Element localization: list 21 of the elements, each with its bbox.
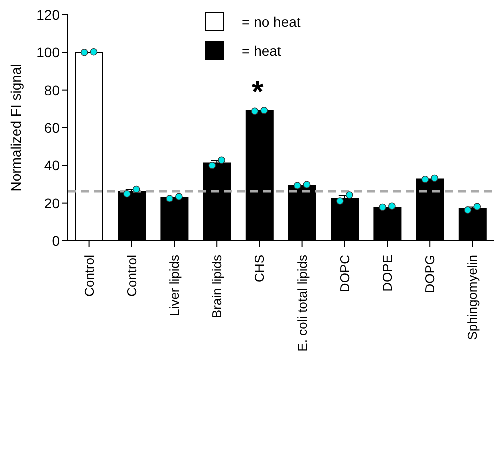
annotation: * (252, 76, 264, 109)
y-tick-label: 100 (36, 44, 60, 61)
y-tick-label: 20 (44, 195, 60, 212)
legend-label: = no heat (242, 14, 301, 30)
y-tick-label: 80 (44, 82, 60, 98)
x-tick-label: DOPG (422, 255, 438, 294)
x-tick-label: E. coli total lipids (294, 254, 310, 352)
x-tick-label: Control (124, 254, 140, 297)
x-tick-label: Brain lipids (210, 254, 225, 319)
y-tick-label: 120 (36, 6, 60, 23)
legend-label: = heat (242, 42, 282, 58)
x-tick-label: Sphingomyelin (465, 255, 480, 340)
y-axis-title: Normalized FI signal (8, 64, 24, 192)
x-tick-label: DOPC (337, 255, 352, 293)
x-tick-label: DOPE (380, 254, 395, 292)
y-tick-label: 0 (52, 232, 60, 249)
y-tick-label: 40 (44, 158, 60, 174)
x-tick-label: Control (82, 254, 97, 297)
x-tick-label: Liver lipids (167, 254, 182, 316)
x-tick-label: CHS (252, 254, 268, 282)
y-tick-label: 60 (44, 120, 60, 136)
